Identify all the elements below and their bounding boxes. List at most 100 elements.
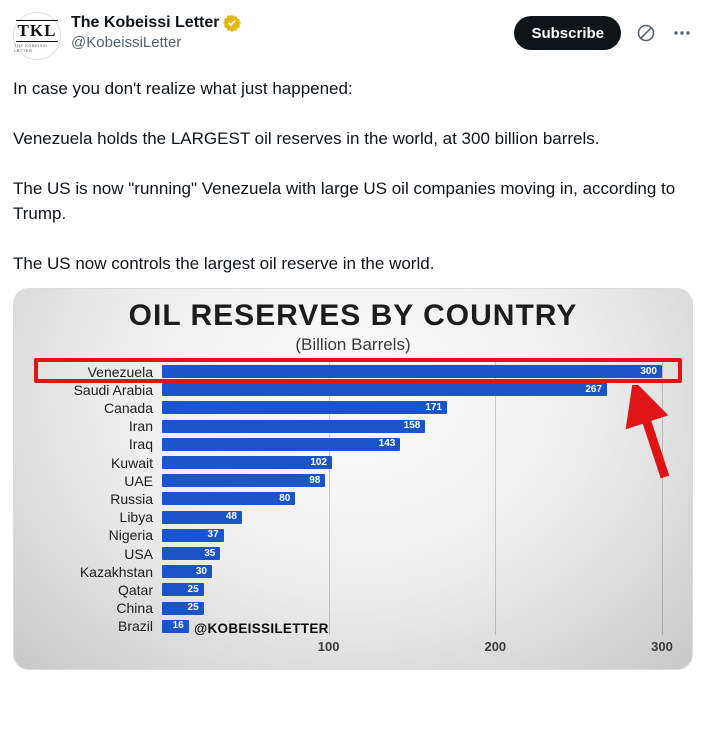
chart-row: USA 35 (22, 545, 662, 562)
chart-row: Kuwait 102 (22, 454, 662, 471)
bar-value-label: 35 (204, 547, 216, 559)
chart-plot-area: Venezuela 300 Saudi Arabia 267 Canada 171 Iran… (22, 358, 682, 636)
chart-image-attachment[interactable]: OIL RESERVES BY COUNTRY (Billion Barrels… (13, 288, 693, 670)
tweet-text: In case you don't realize what just happ… (13, 76, 693, 276)
chart-row: Canada 171 (22, 399, 662, 416)
bar-value-label: 16 (172, 620, 184, 632)
bar-track: 37 (162, 528, 662, 542)
avatar-logo-subtext: THE KOBEISSI LETTER (14, 42, 48, 53)
gridline (495, 359, 497, 635)
bar-value-label: 37 (207, 529, 219, 541)
avatar-logo-text: TKL (15, 19, 59, 42)
bar-value-label: 25 (187, 583, 199, 595)
bar-track: 16 (162, 619, 662, 633)
bar: 102 (162, 456, 332, 470)
more-options-icon[interactable] (671, 22, 693, 44)
subscribe-button[interactable]: Subscribe (514, 16, 621, 50)
x-axis-tick-label: 100 (317, 639, 340, 654)
bar-track: 267 (162, 383, 662, 397)
handle[interactable]: @KobeissiLetter (71, 34, 182, 51)
tweet-post: TKL THE KOBEISSI LETTER The Kobeissi Let… (13, 12, 693, 670)
bar-track: 98 (162, 474, 662, 488)
chart-row: UAE 98 (22, 472, 662, 489)
bar-category-label: Venezuela (87, 363, 153, 380)
display-name[interactable]: The Kobeissi Letter (71, 14, 220, 31)
tweet-paragraph: Venezuela holds the LARGEST oil reserves… (13, 129, 600, 148)
bar: 30 (162, 565, 212, 579)
bar-category-label: Iraq (128, 436, 153, 453)
bar-category-label: Libya (119, 509, 153, 526)
bar: 37 (162, 528, 224, 542)
bar-category-label: Canada (103, 399, 153, 416)
bar: 98 (162, 474, 326, 488)
tweet-paragraph: The US is now "running" Venezuela with l… (13, 179, 676, 223)
chart-row: Qatar 25 (22, 581, 662, 598)
chart-watermark: @KOBEISSILETTER (194, 621, 329, 636)
bar-value-label: 171 (425, 401, 442, 413)
bar: 16 (162, 619, 189, 633)
bar-category-label: Russia (110, 490, 153, 507)
gridline (662, 359, 663, 635)
bar-track: 158 (162, 419, 662, 433)
chart-rows: Venezuela 300 Saudi Arabia 267 Canada 171 Iran… (22, 363, 662, 635)
bar-category-label: Saudi Arabia (73, 381, 153, 398)
bar-value-label: 158 (403, 420, 421, 432)
bar-track: 35 (162, 547, 662, 561)
bar-category-label: Nigeria (108, 527, 153, 544)
bar-value-label: 300 (640, 365, 657, 377)
chart-row: Iran 158 (22, 418, 662, 435)
bar-category-label: Kuwait (110, 454, 153, 471)
bar-track: 171 (162, 401, 662, 415)
bar-track: 102 (162, 456, 662, 470)
bar-value-label: 48 (225, 511, 237, 523)
bar: 35 (162, 547, 221, 561)
grok-icon[interactable] (635, 22, 657, 44)
chart-row: Nigeria 37 (22, 527, 662, 544)
chart-row: Libya 48 (22, 509, 662, 526)
bar-track: 25 (162, 601, 662, 615)
chart-subtitle: (Billion Barrels) (295, 335, 411, 354)
bar-value-label: 30 (195, 565, 207, 577)
bar: 25 (162, 601, 204, 615)
bar-track: 143 (162, 437, 662, 451)
bar-category-label: Iran (128, 418, 153, 435)
bar-category-label: UAE (124, 472, 153, 489)
bar: 158 (162, 419, 426, 433)
bar-track: 25 (162, 583, 662, 597)
chart-row: China 25 (22, 600, 662, 617)
chart-row: Saudi Arabia 267 (22, 381, 662, 398)
chart-row: Iraq 143 (22, 436, 662, 453)
bar-value-label: 80 (279, 492, 291, 504)
bar: 143 (162, 437, 401, 451)
bar-value-label: 143 (378, 438, 396, 450)
bar-track: 300 (162, 365, 662, 378)
bar-value-label: 25 (187, 602, 199, 614)
header-actions: Subscribe (514, 12, 693, 50)
chart-row: Russia 80 (22, 490, 662, 507)
bar: 48 (162, 510, 242, 524)
bar-value-label: 102 (310, 456, 327, 468)
bar-category-label: China (116, 600, 153, 617)
bar: 300 (162, 365, 662, 378)
chart-row: Venezuela 300 (22, 363, 662, 380)
chart-axis: 100 200 300 (22, 639, 673, 659)
chart-title: OIL RESERVES BY COUNTRY (128, 299, 578, 332)
gridline (328, 359, 330, 635)
bar-track: 80 (162, 492, 662, 506)
bar: 25 (162, 583, 204, 597)
bar: 171 (162, 401, 447, 415)
bar-category-label: Brazil (117, 618, 153, 635)
bar-value-label: 98 (309, 474, 321, 486)
chart-gridlines (162, 359, 663, 635)
bar-category-label: USA (124, 545, 153, 562)
bar-track: 48 (162, 510, 662, 524)
x-axis-tick-label: 300 (651, 639, 673, 654)
chart-row: Kazakhstan 30 (22, 563, 662, 580)
tweet-paragraph: The US now controls the largest oil rese… (13, 254, 435, 273)
bar-track: 30 (162, 565, 662, 579)
bar-value-label: 267 (585, 383, 602, 395)
avatar[interactable]: TKL THE KOBEISSI LETTER (13, 12, 61, 60)
bar: 267 (162, 383, 607, 397)
tweet-paragraph: In case you don't realize what just happ… (13, 79, 353, 98)
tweet-header: TKL THE KOBEISSI LETTER The Kobeissi Let… (13, 12, 693, 60)
